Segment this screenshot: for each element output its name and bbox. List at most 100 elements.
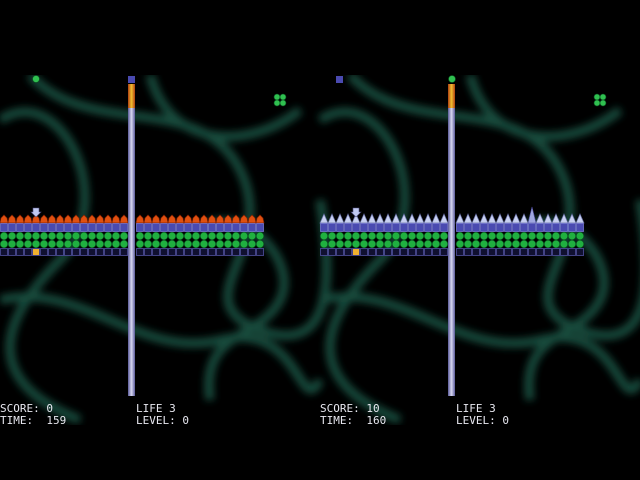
spike bbox=[407, 213, 417, 224]
green-ball bbox=[199, 239, 209, 249]
blue-block bbox=[560, 223, 568, 232]
red-block bbox=[79, 214, 89, 224]
green-ball bbox=[407, 231, 417, 241]
spike bbox=[471, 213, 481, 224]
green-ball bbox=[207, 239, 217, 249]
blue-block bbox=[360, 223, 368, 232]
green-ball bbox=[351, 231, 361, 241]
green-ball bbox=[359, 239, 369, 249]
green-ball bbox=[223, 239, 233, 249]
green-ball bbox=[455, 239, 465, 249]
blue-block bbox=[496, 223, 504, 232]
dark-block bbox=[64, 248, 72, 256]
blue-block bbox=[480, 223, 488, 232]
green-ball bbox=[7, 239, 17, 249]
green-ball bbox=[439, 231, 449, 241]
dark-block bbox=[392, 248, 400, 256]
spike bbox=[479, 213, 489, 224]
blue-block bbox=[512, 223, 520, 232]
blue-block bbox=[544, 223, 552, 232]
red-block bbox=[87, 214, 97, 224]
dark-block bbox=[368, 248, 376, 256]
green-ball bbox=[55, 231, 65, 241]
green-ball bbox=[71, 239, 81, 249]
red-block bbox=[111, 214, 121, 224]
green-ball bbox=[87, 239, 97, 249]
green-ball bbox=[223, 231, 233, 241]
green-ball bbox=[191, 231, 201, 241]
green-ball bbox=[255, 231, 265, 241]
blue-block bbox=[552, 223, 560, 232]
dark-block bbox=[464, 248, 472, 256]
green-ball bbox=[487, 239, 497, 249]
dark-block bbox=[160, 248, 168, 256]
dark-block bbox=[192, 248, 200, 256]
green-ball bbox=[319, 239, 329, 249]
dark-block bbox=[96, 248, 104, 256]
blue-block bbox=[40, 223, 48, 232]
red-block bbox=[167, 214, 177, 224]
dark-block bbox=[456, 248, 464, 256]
cluster-ball bbox=[273, 93, 281, 101]
green-ball bbox=[0, 231, 9, 241]
green-ball bbox=[151, 239, 161, 249]
green-ball bbox=[79, 239, 89, 249]
spike bbox=[335, 213, 345, 224]
blue-block bbox=[120, 223, 128, 232]
dark-block bbox=[536, 248, 544, 256]
blue-block bbox=[424, 223, 432, 232]
life: LIFE 3 bbox=[456, 402, 496, 415]
green-ball bbox=[519, 239, 529, 249]
green-ball bbox=[399, 231, 409, 241]
green-ball bbox=[239, 239, 249, 249]
green-ball bbox=[47, 239, 57, 249]
pillar-top bbox=[128, 84, 135, 108]
swirl-background bbox=[0, 75, 640, 425]
dark-block bbox=[48, 248, 56, 256]
blue-square bbox=[128, 76, 135, 83]
red-block bbox=[215, 214, 225, 224]
green-ball bbox=[543, 231, 553, 241]
dark-block bbox=[208, 248, 216, 256]
blue-block bbox=[240, 223, 248, 232]
blue-block bbox=[464, 223, 472, 232]
dark-block bbox=[120, 248, 128, 256]
green-ball bbox=[471, 231, 481, 241]
blue-block bbox=[568, 223, 576, 232]
marker bbox=[33, 249, 39, 255]
marker bbox=[353, 249, 359, 255]
dark-block bbox=[320, 248, 328, 256]
dark-block bbox=[8, 248, 16, 256]
spike bbox=[575, 213, 585, 224]
cluster-ball bbox=[599, 93, 607, 101]
ball bbox=[32, 75, 40, 83]
green-ball bbox=[7, 231, 17, 241]
green-ball bbox=[479, 231, 489, 241]
red-block bbox=[7, 214, 17, 224]
blue-block bbox=[8, 223, 16, 232]
dark-block bbox=[552, 248, 560, 256]
red-block bbox=[71, 214, 81, 224]
green-ball bbox=[431, 239, 441, 249]
green-ball bbox=[511, 239, 521, 249]
green-ball bbox=[383, 239, 393, 249]
green-ball bbox=[175, 239, 185, 249]
dark-block bbox=[0, 248, 8, 256]
blue-block bbox=[408, 223, 416, 232]
blue-block bbox=[192, 223, 200, 232]
green-ball bbox=[551, 231, 561, 241]
dark-block bbox=[72, 248, 80, 256]
green-ball bbox=[183, 239, 193, 249]
dark-block bbox=[416, 248, 424, 256]
pillar bbox=[448, 84, 455, 396]
green-ball bbox=[191, 239, 201, 249]
blue-block bbox=[528, 223, 536, 232]
green-ball bbox=[455, 231, 465, 241]
green-ball bbox=[15, 231, 25, 241]
blue-square bbox=[336, 76, 343, 83]
red-block bbox=[23, 214, 33, 224]
green-ball bbox=[207, 231, 217, 241]
green-ball bbox=[471, 239, 481, 249]
green-ball bbox=[343, 231, 353, 241]
blue-block bbox=[24, 223, 32, 232]
